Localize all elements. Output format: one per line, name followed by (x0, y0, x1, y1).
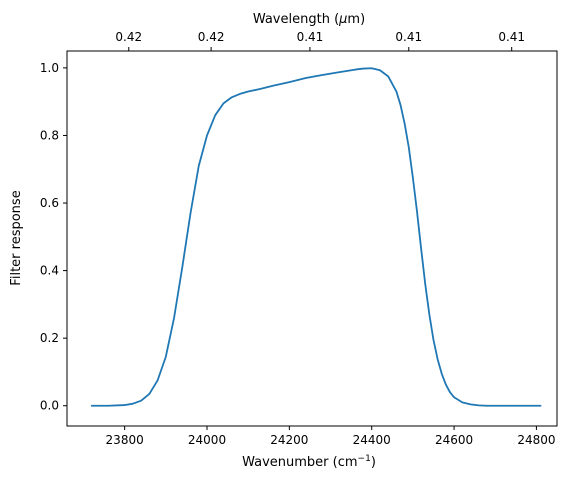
top-axis-label-symbol: μ (338, 12, 347, 27)
x-tick-label: 24800 (517, 433, 555, 447)
x-tick-label: 24400 (353, 433, 391, 447)
y-tick-label: 0.6 (40, 196, 59, 210)
x-tick-label: 24200 (270, 433, 308, 447)
y-tick-label: 0.8 (40, 128, 59, 142)
x-tick-label: 24600 (435, 433, 473, 447)
y-tick-label: 0.2 (40, 331, 59, 345)
series-line-0 (90, 67, 542, 407)
y-axis-label: Filter response (9, 190, 24, 285)
x-tick-label: 23800 (106, 433, 144, 447)
y-tick-label: 0.0 (40, 399, 59, 413)
top-axis-ticks: 0.420.420.410.410.410.40 (115, 30, 525, 51)
y-tick-label: 1.0 (40, 61, 59, 75)
y-axis-ticks: 0.0 0.2 0.4 0.6 0.8 1.0 (40, 61, 67, 413)
top-tick-label: 0.41 (395, 30, 422, 44)
line-layer (90, 67, 542, 407)
plot-background (67, 51, 557, 426)
top-axis-label: Wavelength (μm) (253, 12, 365, 27)
top-tick-label: 0.41 (297, 30, 324, 44)
x-axis-label-superscript: −1 (358, 454, 371, 464)
x-axis-label-suffix: ) (371, 455, 376, 470)
plot-frame (66, 50, 558, 427)
x-axis-ticks: 23800 24000 24200 24400 24600 24800 (106, 426, 556, 447)
x-tick-label: 24000 (188, 433, 226, 447)
x-axis-label: Wavenumber (cm−1) (242, 454, 376, 470)
top-tick-label: 0.42 (115, 30, 142, 44)
top-tick-label: 0.42 (198, 30, 225, 44)
top-tick-label: 0.41 (498, 30, 525, 44)
y-tick-label: 0.4 (40, 264, 59, 278)
